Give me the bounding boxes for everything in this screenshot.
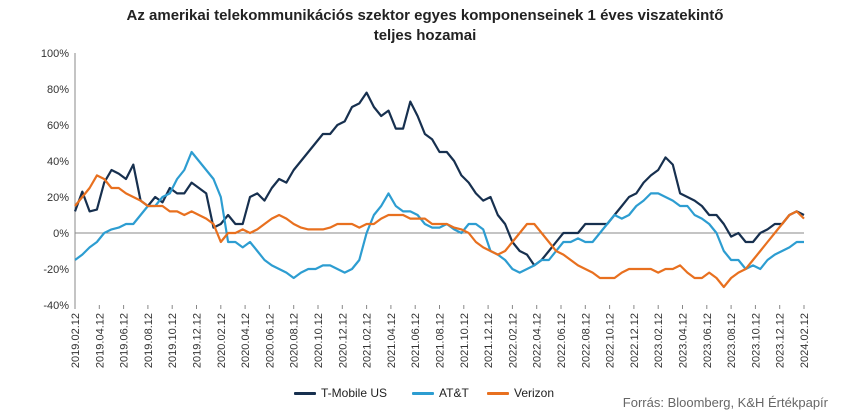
series-line-verizon: [74, 174, 805, 289]
x-tick-label: 2024.02.12: [799, 313, 811, 368]
x-tick-label: 2022.04.12: [532, 313, 544, 368]
x-tick-label: 2020.12.12: [337, 313, 349, 368]
x-tick-label: 2023.02.12: [653, 313, 665, 368]
x-tick-label: 2020.02.12: [216, 313, 228, 368]
legend-swatch: [294, 391, 316, 395]
y-tick-label: 40%: [47, 156, 69, 168]
x-tick-label: 2020.06.12: [264, 313, 276, 368]
x-tick-label: 2023.06.12: [702, 313, 714, 368]
tick-labels: -40% -20% 0% 20% 40% 60% 80% 100% 2019.02.12 2019…: [41, 48, 811, 368]
legend-item: T-Mobile US: [294, 386, 387, 400]
legend-label: Verizon: [514, 386, 555, 400]
chart-title-line-2: teljes hozamai: [373, 27, 477, 44]
legend: T-Mobile US AT&T Verizon: [0, 386, 850, 406]
line-chart: -40% -20% 0% 20% 40% 60% 80% 100% 2019.02.12 2019…: [41, 48, 811, 368]
legend-swatch: [412, 391, 434, 395]
x-tick-label: 2020.08.12: [289, 313, 301, 368]
x-tick-label: 2022.02.12: [507, 313, 519, 368]
x-tick-label: 2022.08.12: [580, 313, 592, 368]
x-tick-label: 2019.02.12: [70, 313, 82, 368]
x-tick-label: 2019.12.12: [192, 313, 204, 368]
x-tick-label: 2019.06.12: [119, 313, 131, 368]
x-tick-label: 2020.04.12: [240, 313, 252, 368]
x-tick-label: 2021.06.12: [410, 313, 422, 368]
chart-axes: [74, 53, 805, 309]
x-tick-label: 2023.08.12: [726, 313, 738, 368]
legend-swatch: [487, 391, 509, 395]
x-tick-label: 2020.10.12: [313, 313, 325, 368]
series-line-t-mobile-us: [73, 91, 805, 267]
x-tick-label: 2019.08.12: [143, 313, 155, 368]
x-tick-label: 2023.12.12: [775, 313, 787, 368]
legend-item: AT&T: [412, 386, 469, 400]
series-line-at-t: [74, 150, 804, 280]
x-tick-label: 2022.12.12: [629, 313, 641, 368]
x-tick-label: 2023.04.12: [678, 313, 690, 368]
legend-item: Verizon: [487, 386, 554, 400]
x-tick-label: 2023.10.12: [750, 313, 762, 368]
x-tick-label: 2021.12.12: [483, 313, 495, 368]
chart-title: Az amerikai telekommunikációs szektor eg…: [0, 6, 850, 46]
x-tick-label: 2022.06.12: [556, 313, 568, 368]
y-tick-label: 80%: [47, 84, 69, 96]
source-note: Forrás: Bloomberg, K&H Értékpapír: [622, 395, 828, 410]
y-tick-label: 20%: [47, 192, 69, 204]
x-tick-label: 2019.04.12: [94, 313, 106, 368]
y-tick-label: 60%: [47, 120, 69, 132]
x-tick-label: 2021.02.12: [362, 313, 374, 368]
y-tick-label: 100%: [41, 48, 69, 60]
y-tick-label: -40%: [43, 300, 69, 312]
chart-title-line-1: Az amerikai telekommunikációs szektor eg…: [126, 7, 724, 24]
x-tick-label: 2021.10.12: [459, 313, 471, 368]
x-tick-label: 2019.10.12: [167, 313, 179, 368]
legend-label: AT&T: [439, 386, 469, 400]
y-tick-label: 0%: [53, 228, 69, 240]
x-tick-label: 2021.04.12: [386, 313, 398, 368]
series-layer: [73, 91, 805, 289]
x-tick-label: 2021.08.12: [435, 313, 447, 368]
y-tick-label: -20%: [43, 264, 69, 276]
legend-label: T-Mobile US: [321, 386, 388, 400]
x-tick-label: 2022.10.12: [605, 313, 617, 368]
